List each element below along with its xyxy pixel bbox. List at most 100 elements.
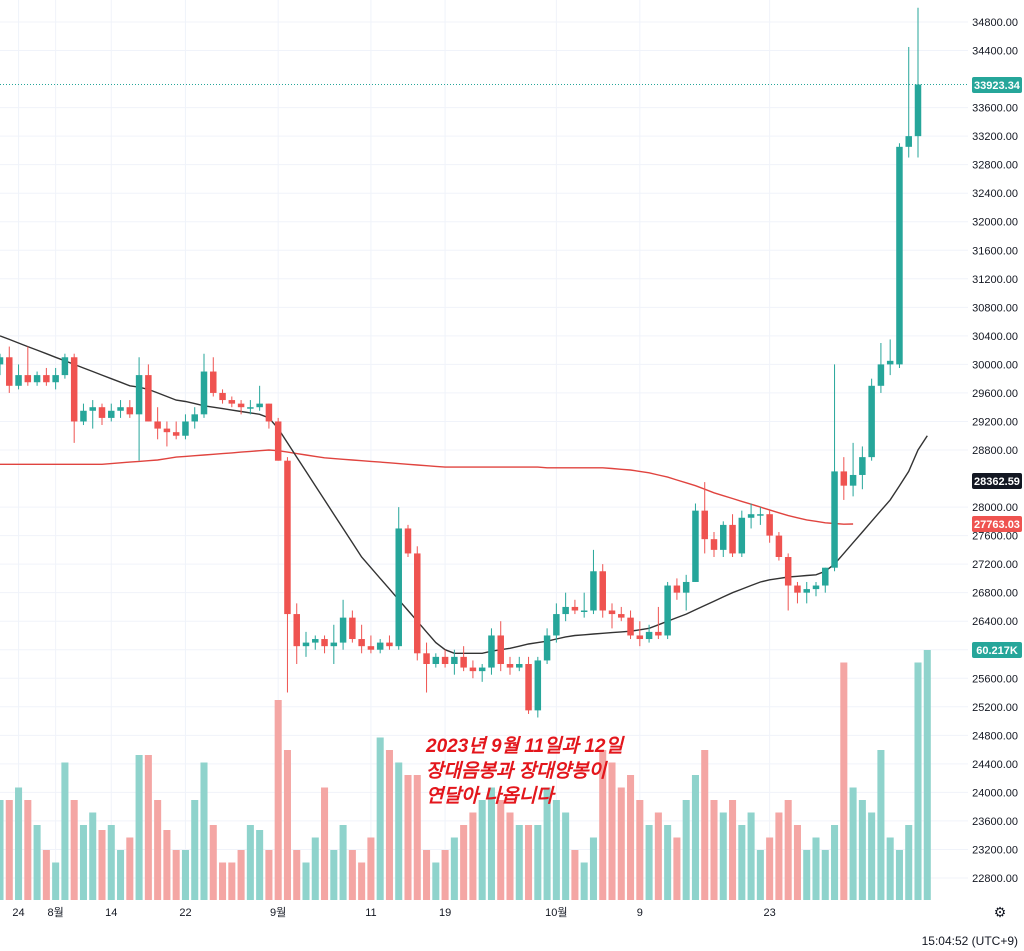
- candle-body: [701, 510, 708, 540]
- volume-bar: [135, 755, 143, 900]
- candle-body: [720, 524, 727, 550]
- y-tick-label: 26800.00: [972, 588, 1018, 600]
- candle-body: [627, 617, 634, 636]
- y-tick-label: 24000.00: [972, 787, 1018, 799]
- candle-body: [803, 589, 810, 593]
- candle-body: [516, 664, 523, 668]
- volume-bar: [15, 787, 23, 900]
- volume-bar: [413, 775, 421, 900]
- x-tick-label: 11: [365, 907, 376, 919]
- candle-body: [6, 357, 13, 386]
- volume-bar: [330, 850, 338, 900]
- candle-body: [905, 136, 912, 147]
- candle-body: [33, 375, 41, 383]
- x-tick-label: 14: [105, 907, 117, 919]
- candle-body: [488, 635, 495, 668]
- x-tick-label: 22: [179, 907, 191, 919]
- price-tag: [972, 642, 1022, 658]
- y-tick-label: 32800.00: [972, 160, 1018, 172]
- candle-body: [729, 524, 736, 554]
- volume-bar: [385, 750, 393, 900]
- candle-body: [599, 571, 606, 611]
- volume-bar: [367, 837, 375, 900]
- candle-body: [330, 642, 338, 647]
- y-tick-label: 31200.00: [972, 274, 1018, 286]
- volume-bar: [803, 850, 811, 900]
- price-tag: [972, 77, 1022, 93]
- candle-body: [182, 421, 189, 436]
- candle-body: [636, 635, 644, 640]
- y-tick-label: 34800.00: [972, 17, 1018, 29]
- candle-body: [896, 146, 903, 365]
- candle-body: [172, 432, 180, 436]
- clock: 15:04:52 (UTC+9): [921, 934, 1018, 948]
- volume-bar: [858, 800, 866, 900]
- y-tick-label: 31600.00: [972, 245, 1018, 257]
- y-tick-label: 24400.00: [972, 759, 1018, 771]
- candle-body: [219, 392, 226, 401]
- y-tick-label: 28000.00: [972, 502, 1018, 514]
- candle-body: [404, 528, 412, 554]
- volume-bar: [469, 812, 477, 900]
- candle-body: [312, 639, 319, 643]
- volume-bar: [877, 750, 885, 900]
- candle-body: [70, 357, 78, 422]
- x-tick-label: 10월: [545, 906, 567, 919]
- volume-bar: [293, 850, 301, 900]
- volume-bar: [33, 825, 41, 900]
- candle-body: [135, 375, 143, 415]
- candle-body: [590, 571, 597, 611]
- volume-bar: [589, 837, 597, 900]
- candle-body: [645, 631, 653, 640]
- candle-body: [293, 614, 300, 647]
- x-tick-label: 9: [637, 907, 643, 919]
- y-tick-label: 25200.00: [972, 702, 1018, 714]
- volume-bar: [395, 762, 403, 900]
- volume-bar: [302, 862, 310, 900]
- candle-body: [339, 617, 347, 643]
- candle-body: [914, 84, 922, 137]
- volume-bar: [766, 837, 774, 900]
- volume-bar: [543, 787, 551, 900]
- volume-bar: [404, 775, 412, 900]
- y-tick-label: 32000.00: [972, 217, 1018, 229]
- candle-body: [265, 403, 273, 422]
- candle-body: [812, 585, 820, 590]
- price-tag-label: 28362.59: [974, 476, 1020, 488]
- volume-bar: [608, 762, 616, 900]
- candle-body: [145, 375, 152, 422]
- volume-bar: [42, 850, 50, 900]
- volume-bar: [617, 787, 625, 900]
- volume-bar: [793, 825, 801, 900]
- volume-bar: [117, 850, 125, 900]
- candle-body: [553, 614, 560, 636]
- volume-bar: [24, 800, 32, 900]
- candle-body: [386, 642, 393, 647]
- volume-bar: [525, 825, 533, 900]
- candle-body: [747, 514, 755, 518]
- candle-body: [766, 514, 773, 536]
- volume-bar: [219, 862, 227, 900]
- candle-body: [302, 642, 310, 647]
- candle-body: [256, 403, 263, 408]
- ma-long-line: [0, 449, 854, 525]
- volume-bar: [645, 825, 653, 900]
- price-tag-label: 33923.34: [974, 80, 1021, 92]
- volume-bar: [311, 837, 319, 900]
- volume-bar: [497, 800, 505, 900]
- volume-bar: [506, 812, 514, 900]
- volume-bar: [107, 825, 115, 900]
- candle-body: [710, 539, 718, 550]
- volume-bar: [5, 800, 13, 900]
- candle-body: [794, 585, 801, 593]
- volume-bar: [283, 750, 291, 900]
- candle-body: [108, 410, 115, 418]
- gear-icon[interactable]: ⚙: [993, 904, 1007, 920]
- candle-body: [376, 642, 384, 650]
- candle-body: [784, 557, 792, 586]
- volume-bar: [905, 825, 913, 900]
- volume-bar: [61, 762, 69, 900]
- candle-body: [608, 610, 616, 615]
- volume-bar: [682, 800, 690, 900]
